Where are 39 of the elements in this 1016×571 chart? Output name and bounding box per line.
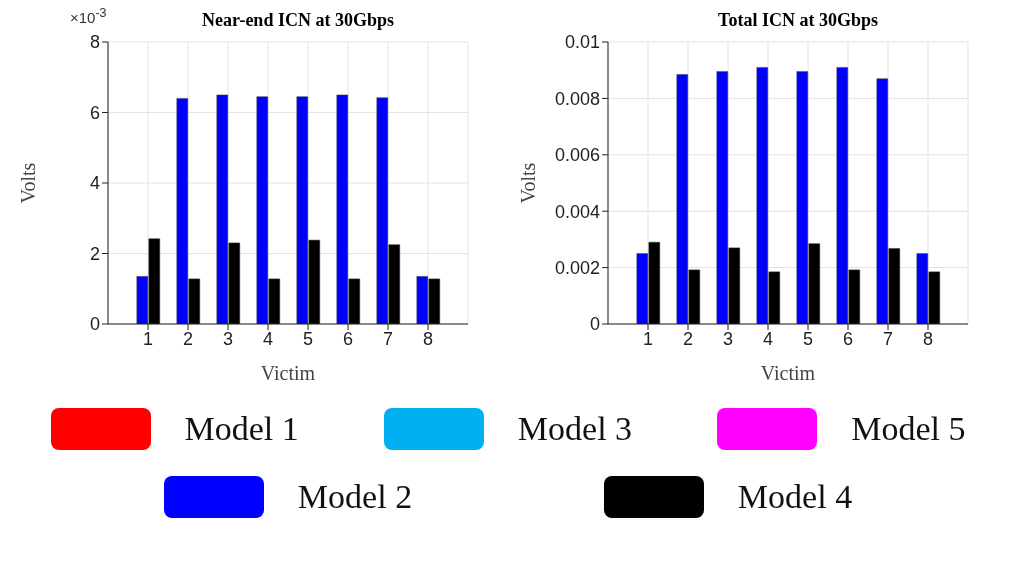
x-tick-label: 6 bbox=[842, 328, 854, 349]
y-tick-label: 0.002 bbox=[554, 257, 600, 278]
x-axis-title: Victim bbox=[760, 362, 816, 384]
y-tick-label: 0.004 bbox=[554, 201, 600, 222]
legend-label: Model 5 bbox=[851, 410, 966, 448]
y-tick-label: 0 bbox=[89, 314, 100, 335]
legend-label: Model 4 bbox=[737, 478, 853, 516]
x-tick-label: 3 bbox=[222, 328, 234, 349]
x-tick-label: 7 bbox=[382, 328, 394, 349]
y-tick-label: 4 bbox=[89, 173, 100, 194]
y-tick-label: 8 bbox=[89, 32, 100, 53]
x-tick-label: 1 bbox=[642, 328, 654, 349]
y-tick-label: 2 bbox=[89, 243, 100, 264]
legend-label: Model 2 bbox=[297, 478, 413, 516]
y-tick-label: 0.01 bbox=[564, 32, 600, 53]
x-tick-label: 2 bbox=[682, 328, 694, 349]
x-tick-label: 5 bbox=[302, 328, 314, 349]
text: ×10$^{-3}$ bbox=[70, 6, 107, 26]
y-axis-title: Volts bbox=[517, 162, 540, 204]
x-tick-label: 4 bbox=[262, 328, 274, 349]
x-tick-label: 8 bbox=[922, 328, 934, 349]
x-tick-label: 1 bbox=[142, 328, 154, 349]
x-tick-label: 8 bbox=[422, 328, 434, 349]
y-axis-title: Volts bbox=[17, 162, 40, 204]
legend-label: Model 1 bbox=[184, 410, 299, 448]
y-tick-label: 6 bbox=[89, 102, 100, 123]
chart-title: Total ICN at 30Gbps bbox=[717, 10, 879, 31]
y-tick-label: 0.008 bbox=[554, 88, 600, 109]
x-tick-label: 7 bbox=[882, 328, 894, 349]
legend-label: Model 3 bbox=[517, 410, 633, 448]
chart-title: Near-end ICN at 30Gbps bbox=[201, 10, 395, 31]
x-tick-label: 2 bbox=[182, 328, 194, 349]
x-tick-label: 3 bbox=[722, 328, 734, 349]
x-tick-label: 6 bbox=[342, 328, 354, 349]
x-axis-title: Victim bbox=[260, 362, 316, 384]
y-tick-label: 0.006 bbox=[554, 145, 600, 166]
y-tick-label: 0 bbox=[589, 314, 600, 335]
x-tick-label: 4 bbox=[762, 328, 774, 349]
x-tick-label: 5 bbox=[802, 328, 814, 349]
